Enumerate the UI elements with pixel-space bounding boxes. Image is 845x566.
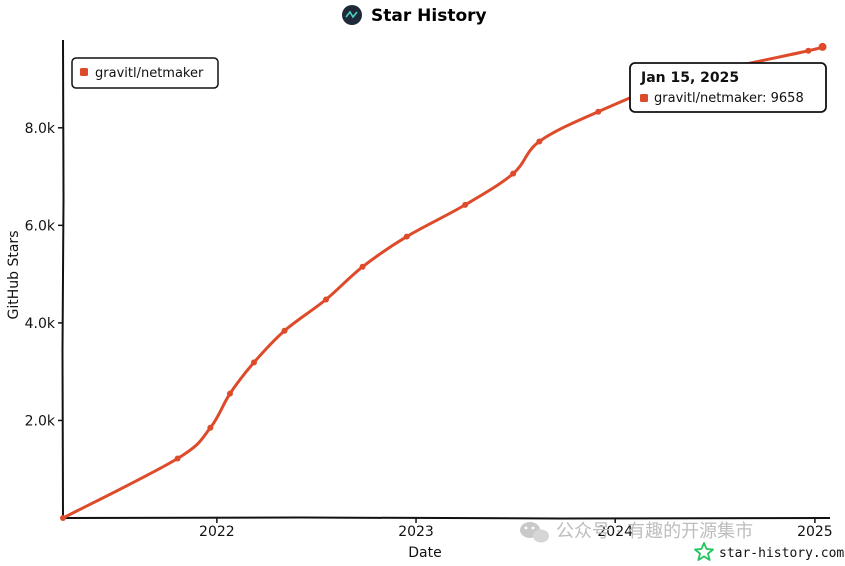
data-point[interactable] [462, 201, 469, 208]
data-point[interactable] [818, 42, 827, 51]
y-tick-label: 2.0k [25, 413, 56, 429]
data-point[interactable] [805, 47, 812, 54]
series-layer [60, 42, 827, 521]
tooltip-series-name: gravitl/netmaker [654, 91, 763, 106]
x-axis-label: Date [408, 545, 441, 561]
tooltip-swatch [640, 94, 648, 102]
star-icon [694, 542, 714, 561]
legend-box [71, 57, 219, 89]
y-tick-label: 6.0k [25, 218, 56, 234]
y-tick-label: 4.0k [25, 316, 56, 332]
series-line [61, 45, 825, 520]
y-axis-line [61, 39, 65, 519]
legend-entry-label: gravitl/netmaker [95, 66, 204, 81]
data-point[interactable] [60, 515, 66, 521]
tooltip-separator: : [762, 91, 771, 106]
chart-header: Star History [342, 5, 487, 26]
tooltip-box [629, 62, 827, 113]
tooltip-series-value: gravitl/netmaker: 9658 [654, 91, 804, 106]
watermark: 公众号 · 有趣的开源集市 [520, 521, 753, 543]
tooltip-value: 9658 [771, 91, 804, 106]
legend-swatch [80, 68, 88, 76]
brand: star-history.com [694, 542, 844, 561]
x-axis-line [62, 516, 831, 520]
data-point[interactable] [250, 359, 257, 366]
axes [61, 39, 831, 520]
data-point[interactable] [403, 233, 410, 240]
data-point[interactable] [359, 263, 366, 270]
data-point[interactable] [281, 327, 288, 334]
y-tick-label: 8.0k [25, 121, 56, 137]
legend[interactable]: gravitl/netmaker [71, 57, 219, 89]
star-history-logo-icon [342, 5, 362, 25]
chart-title: Star History [371, 6, 487, 26]
x-tick-label: 2025 [797, 524, 833, 540]
tooltip-date: Jan 15, 2025 [640, 70, 739, 86]
data-point[interactable] [207, 424, 214, 431]
wechat-icon [520, 522, 549, 543]
y-axis-ticks: 2.0k 4.0k 6.0k 8.0k [25, 121, 63, 429]
watermark-text: 公众号 · 有趣的开源集市 [556, 521, 753, 542]
brand-url: star-history.com [719, 546, 844, 561]
x-tick-label: 2023 [398, 524, 434, 540]
y-axis-label: GitHub Stars [6, 231, 22, 320]
x-tick-label: 2024 [597, 524, 633, 540]
data-point[interactable] [226, 390, 233, 397]
x-axis-ticks: 2022 2023 2024 2025 [199, 518, 833, 540]
data-point[interactable] [510, 170, 517, 177]
x-tick-label: 2022 [199, 524, 235, 540]
data-point[interactable] [536, 138, 543, 145]
data-point[interactable] [595, 108, 602, 115]
data-point[interactable] [323, 296, 330, 303]
data-point[interactable] [174, 455, 181, 462]
tooltip: Jan 15, 2025 gravitl/netmaker: 9658 [629, 62, 827, 113]
